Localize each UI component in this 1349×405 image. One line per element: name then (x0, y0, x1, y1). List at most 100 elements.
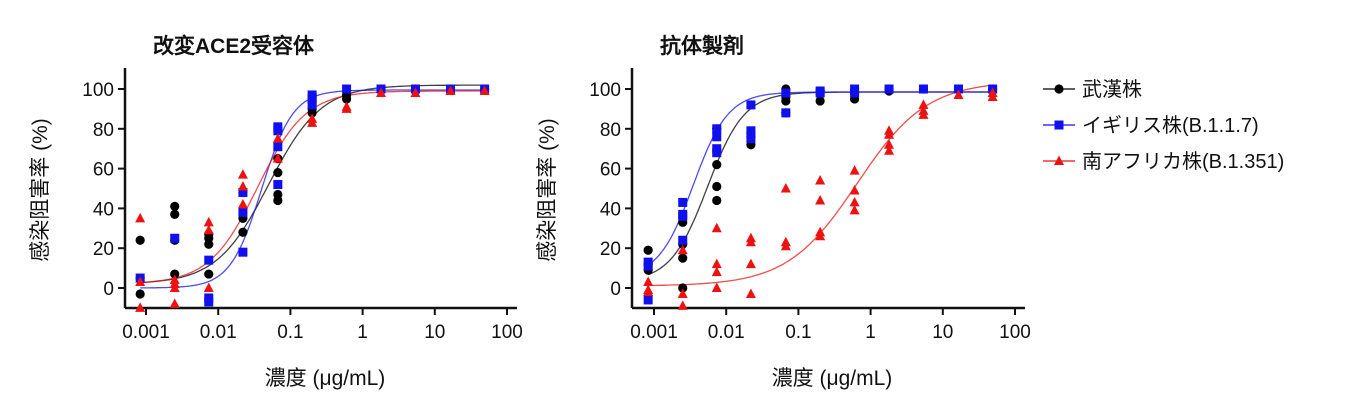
y-tick-label: 80 (600, 120, 621, 141)
x-tick-label: 0.01 (200, 322, 237, 343)
data-point (815, 194, 826, 205)
data-point (203, 224, 214, 235)
y-axis-label: 感染阻害率 (%) (29, 118, 52, 262)
data-point (850, 88, 860, 98)
data-point (238, 247, 248, 257)
data-point (135, 302, 146, 312)
data-point (781, 88, 791, 98)
x-tick-label: 0.1 (277, 322, 303, 343)
legend-label: イギリス株(B.1.1.7) (1082, 114, 1259, 137)
x-tick-label: 0.01 (708, 322, 745, 343)
x-axis-label: 濃度 (μg/mL) (772, 367, 893, 390)
data-point (272, 133, 283, 143)
legend-item: イギリス株(B.1.1.7) (1043, 114, 1259, 137)
data-point (169, 282, 180, 292)
data-point (678, 253, 688, 263)
data-point (678, 235, 688, 245)
data-point (273, 126, 283, 136)
data-point (307, 117, 318, 127)
data-point (884, 129, 895, 139)
data-point (711, 222, 722, 233)
data-point (643, 245, 653, 255)
chart-panel-2: 抗体製剤 0 20 40 60 80 100 0.001 0.01 0.1 1 10 100 濃度 (μg… (536, 34, 1031, 390)
data-point (203, 216, 214, 227)
data-point (170, 201, 180, 212)
data-point (342, 84, 352, 94)
data-point (170, 269, 180, 279)
y-tick-label: 0 (103, 279, 114, 300)
data-point (884, 139, 895, 149)
data-point (677, 300, 688, 310)
data-point (135, 276, 146, 287)
data-point (677, 244, 688, 255)
y-tick-label: 80 (93, 120, 114, 141)
y-tick-label: 40 (600, 199, 621, 220)
fit-curve (648, 84, 993, 287)
x-tick-label: 100 (999, 322, 1031, 343)
legend-label: 南アフリカ株(B.1.351) (1082, 150, 1284, 173)
data-point (204, 255, 214, 265)
data-point (135, 289, 145, 299)
data-point (169, 298, 180, 308)
data-point (781, 96, 791, 106)
data-point (307, 94, 317, 104)
data-point (678, 283, 688, 293)
data-point (745, 258, 756, 269)
data-point (341, 94, 352, 104)
data-point (204, 269, 214, 279)
chart-title: 抗体製剤 (660, 34, 744, 58)
data-point (815, 230, 826, 241)
legend-label: 武漢株 (1082, 78, 1142, 101)
data-point (711, 282, 722, 292)
y-tick-label: 40 (93, 199, 114, 220)
x-tick-label: 10 (424, 322, 445, 343)
data-point (815, 175, 826, 185)
data-point (170, 233, 180, 243)
data-point (445, 85, 456, 95)
data-point (643, 295, 653, 305)
chart-title: 改変ACE2受容体 (153, 34, 315, 58)
data-point (410, 87, 421, 97)
data-point (237, 169, 248, 179)
data-point (815, 88, 825, 98)
legend-item: 南アフリカ株(B.1.351) (1043, 150, 1284, 173)
y-tick-label: 100 (82, 80, 114, 101)
data-point (780, 240, 791, 251)
data-point (643, 276, 654, 287)
data-point (135, 235, 145, 245)
data-point (204, 297, 214, 307)
data-point (711, 258, 722, 269)
x-tick-label: 0.1 (785, 322, 811, 343)
data-point (479, 85, 490, 95)
y-tick-label: 60 (93, 160, 114, 181)
data-point (135, 212, 146, 223)
data-point (884, 145, 895, 155)
data-point (203, 282, 214, 292)
data-point (170, 209, 180, 219)
x-tick-label: 0.001 (630, 322, 678, 343)
data-point (712, 124, 722, 134)
data-point (849, 184, 860, 195)
data-point (273, 195, 283, 206)
data-point (643, 286, 654, 296)
data-point (849, 196, 860, 207)
data-point (745, 288, 756, 298)
data-point (307, 108, 317, 118)
data-point (204, 239, 214, 249)
data-point (237, 181, 248, 191)
data-point (643, 261, 653, 271)
data-point (341, 103, 352, 113)
data-point (745, 236, 756, 247)
data-point (712, 148, 722, 158)
y-axis-label: 感染阻害率 (%) (536, 118, 559, 262)
legend-marker (1054, 84, 1064, 94)
data-point (273, 180, 283, 190)
data-point (746, 126, 756, 136)
data-point (273, 142, 283, 152)
legend-marker (1054, 155, 1064, 165)
data-point (678, 197, 688, 207)
data-point (849, 165, 860, 175)
data-point (273, 167, 283, 178)
